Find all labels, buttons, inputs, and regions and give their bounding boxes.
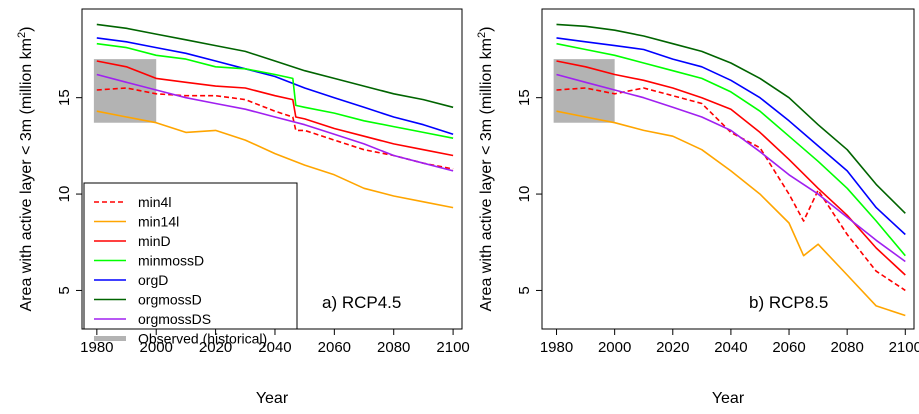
x-tick-label: 2100 [889,339,919,356]
legend-label: orgmossDS [138,311,211,327]
y-tick-label: 15 [56,89,73,106]
y-axis-label-sup: 2 [16,32,28,38]
x-tick-label: 2000 [140,339,173,356]
series-line-minmossD [556,42,906,257]
series-line-minmossD [96,42,454,139]
y-axis-label: Area with active layer < 3m (million km2… [16,27,35,312]
panel-a: 1980 2000 2020 2040 2060 2080 2100 5 10 15 Year Are… [16,8,470,407]
legend-label: min14l [138,214,179,230]
x-axis-label: Year [256,390,289,407]
series-group [556,23,906,317]
x-tick-label: 1980 [80,339,113,356]
legend-label: min4l [138,194,171,210]
x-tick-label: 2020 [656,339,689,356]
series-line-orgmossD [96,23,454,109]
series-line-minD [96,60,454,157]
x-tick-label: 2100 [436,339,469,356]
series-line-min14l [96,110,454,209]
y-axis-label-text: Area with active layer < 3m (million km [18,38,35,311]
y-tick-label: 15 [516,89,533,106]
series-line-min4l [556,87,906,292]
x-tick-label: 2000 [598,339,631,356]
x-tick-label: 1980 [540,339,573,356]
y-axis-label: Area with active layer < 3m (million km2… [476,27,495,312]
y-axis-label-end: ) [18,27,35,32]
legend-box [83,182,298,330]
x-tick-label: 2060 [772,339,805,356]
legend-label: orgD [138,272,168,288]
legend-label: orgmossD [138,292,202,308]
series-line-orgD [556,37,906,236]
legend-label: Observed (historical) [138,331,267,347]
series-line-orgD [96,37,454,136]
series-line-min4l [96,87,454,170]
x-tick-label: 2080 [377,339,410,356]
x-tick-label: 2020 [199,339,232,356]
panel-b: 1980 2000 2020 2040 2060 2080 2100 5 10 15 Year Are… [476,8,919,407]
x-tick-label: 2040 [714,339,747,356]
panel-label: a) RCP4.5 [322,293,401,312]
plot-frame [541,8,915,330]
y-axis-label-end: ) [478,27,495,32]
y-tick-label: 10 [56,186,73,203]
x-tick-label: 2080 [830,339,863,356]
y-axis-label-sup: 2 [476,32,488,38]
series-group [96,23,454,209]
panel-label: b) RCP8.5 [749,293,828,312]
series-line-min14l [556,110,906,317]
x-tick-label: 2060 [318,339,351,356]
legend-label: minD [138,233,171,249]
x-axis-label: Year [712,390,745,407]
y-axis-label-text: Area with active layer < 3m (million km [478,38,495,311]
legend: min4l min14l minD minmossD orgD orgmossD orgmo… [83,182,298,347]
series-line-minD [556,60,906,276]
y-tick-label: 10 [516,186,533,203]
series-line-orgmossD [556,23,906,214]
y-tick-label: 5 [516,286,533,294]
legend-label: minmossD [138,253,204,269]
x-tick-label: 2040 [258,339,291,356]
series-line-orgmossDS [556,73,906,263]
series-line-orgmossDS [96,73,454,172]
y-tick-label: 5 [56,286,73,294]
